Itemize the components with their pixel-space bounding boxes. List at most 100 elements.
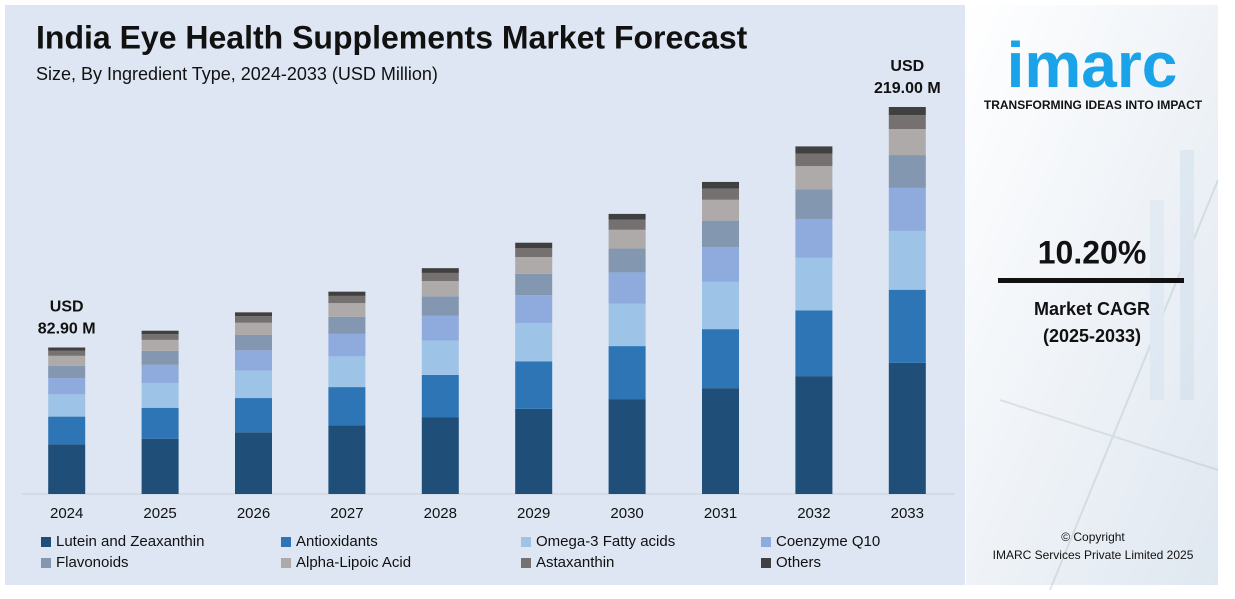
legend-label: Antioxidants	[296, 533, 378, 550]
chart-subtitle: Size, By Ingredient Type, 2024-2033 (USD…	[36, 64, 438, 84]
bar-segment	[235, 316, 272, 323]
bar-segment	[141, 407, 179, 439]
cagr-label: Market CAGR	[1034, 299, 1150, 319]
bar-segment	[515, 295, 553, 324]
bar-segment	[421, 296, 459, 316]
bar-segment	[702, 247, 739, 282]
logo: imarc	[1007, 29, 1178, 101]
bar-segment	[515, 273, 553, 296]
bar-segment	[888, 362, 926, 494]
bar-segment	[421, 268, 459, 273]
bar-segment	[795, 166, 833, 190]
bar-segment	[421, 340, 459, 375]
x-tick-label: 2033	[891, 505, 924, 522]
x-tick-label: 2030	[610, 505, 643, 522]
cagr-rule	[998, 278, 1184, 283]
bar-segment	[48, 394, 86, 417]
bar-segment	[48, 350, 86, 356]
bar-segment	[608, 213, 646, 220]
bar-segment	[795, 153, 833, 167]
bar-segment	[515, 361, 553, 409]
legend-label: Alpha-Lipoic Acid	[296, 554, 411, 571]
bar-segment	[608, 219, 646, 230]
side-background	[966, 5, 1218, 585]
bar-segment	[421, 315, 459, 341]
bar-segment	[48, 378, 86, 395]
bar-segment	[795, 310, 833, 377]
legend-swatch	[761, 537, 771, 547]
bar-segment	[328, 425, 366, 494]
bar-segment	[235, 322, 272, 335]
total-label: USD	[50, 299, 84, 316]
bar-segment	[328, 291, 366, 296]
legend-label: Omega-3 Fatty acids	[536, 533, 675, 550]
bar-segment	[795, 376, 833, 494]
bar-segment	[795, 257, 833, 311]
bar-segment	[702, 388, 739, 494]
bar-segment	[328, 303, 366, 317]
x-tick-label: 2024	[50, 505, 83, 522]
bar-segment	[888, 115, 926, 130]
legend-label: Others	[776, 554, 821, 571]
legend-label: Astaxanthin	[536, 554, 614, 571]
bar-segment	[421, 281, 459, 297]
x-tick-label: 2025	[143, 505, 176, 522]
bar-segment	[141, 350, 179, 365]
x-tick-label: 2028	[424, 505, 457, 522]
total-label: USD	[890, 58, 924, 75]
bar-segment	[515, 323, 553, 362]
bar-segment	[795, 146, 833, 154]
bar-segment	[888, 230, 926, 290]
bar-segment	[421, 374, 459, 418]
bar-segment	[608, 346, 646, 400]
legend-swatch	[761, 558, 771, 568]
total-label: 219.00 M	[874, 80, 941, 97]
bar-segment	[141, 383, 179, 408]
legend-swatch	[521, 558, 531, 568]
legend-swatch	[41, 558, 51, 568]
chart-title: India Eye Health Supplements Market Fore…	[36, 19, 748, 55]
bar-segment	[141, 339, 179, 351]
bar-segment	[328, 387, 366, 426]
bar-segment	[235, 334, 272, 351]
bar-segment	[515, 248, 553, 258]
bar-segment	[515, 257, 553, 274]
bar-segment	[141, 330, 179, 335]
bar-segment	[608, 303, 646, 347]
bar-segment	[328, 295, 366, 304]
x-tick-label: 2032	[797, 505, 830, 522]
bar-segment	[702, 220, 739, 248]
bar-segment	[888, 107, 926, 116]
bar-segment	[608, 272, 646, 304]
x-tick-label: 2026	[237, 505, 270, 522]
legend-label: Lutein and Zeaxanthin	[56, 533, 204, 550]
legend-swatch	[281, 537, 291, 547]
bar-segment	[328, 356, 366, 388]
bar-segment	[608, 248, 646, 273]
x-tick-label: 2029	[517, 505, 550, 522]
legend-swatch	[41, 537, 51, 547]
bar-segment	[235, 398, 272, 433]
bar-segment	[702, 181, 739, 189]
bar-segment	[141, 438, 179, 494]
bar-segment	[328, 333, 366, 357]
bar-segment	[141, 334, 179, 340]
bar-segment	[515, 408, 553, 494]
bar-segment	[141, 364, 179, 384]
legend-swatch	[521, 537, 531, 547]
company: IMARC Services Private Limited 2025	[993, 548, 1194, 562]
bar-segment	[235, 432, 272, 494]
bar-segment	[48, 355, 86, 366]
bar-segment	[48, 365, 86, 379]
bar-segment	[421, 417, 459, 494]
bar-segment	[888, 155, 926, 188]
bar-segment	[702, 199, 739, 221]
x-tick-label: 2031	[704, 505, 737, 522]
x-tick-label: 2027	[330, 505, 363, 522]
legend-swatch	[281, 558, 291, 568]
bar-segment	[702, 188, 739, 200]
bar-segment	[48, 347, 86, 351]
copyright: © Copyright	[1061, 530, 1125, 544]
bar-segment	[48, 444, 86, 494]
